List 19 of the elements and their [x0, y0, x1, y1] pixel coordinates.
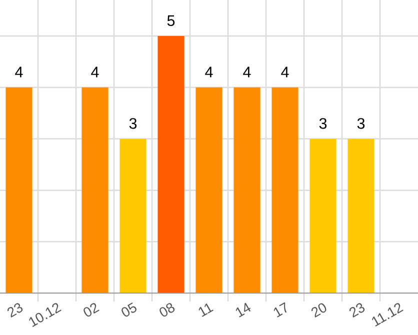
- x-tick-label: 02: [82, 302, 100, 318]
- data-label: 3: [319, 118, 327, 129]
- data-label: 4: [205, 66, 213, 78]
- x-tick-label: 08: [158, 302, 176, 318]
- data-label: 4: [243, 66, 251, 78]
- data-label: 4: [281, 66, 289, 78]
- x-tick-label: 20: [310, 302, 328, 318]
- x-tick-label: 23: [6, 302, 24, 318]
- data-label: 4: [15, 66, 23, 78]
- x-tick-label: 17: [272, 302, 290, 318]
- data-label: 4: [91, 66, 99, 78]
- x-tick-label: 14: [234, 302, 252, 318]
- x-tick-label: 05: [120, 302, 138, 318]
- data-label: 5: [167, 15, 175, 26]
- x-tick-label: 23: [348, 302, 366, 318]
- data-label: 3: [357, 118, 365, 129]
- data-label: 3: [129, 118, 137, 129]
- x-tick-label: 11: [198, 302, 214, 317]
- x-tick-label: 11.12: [370, 302, 404, 327]
